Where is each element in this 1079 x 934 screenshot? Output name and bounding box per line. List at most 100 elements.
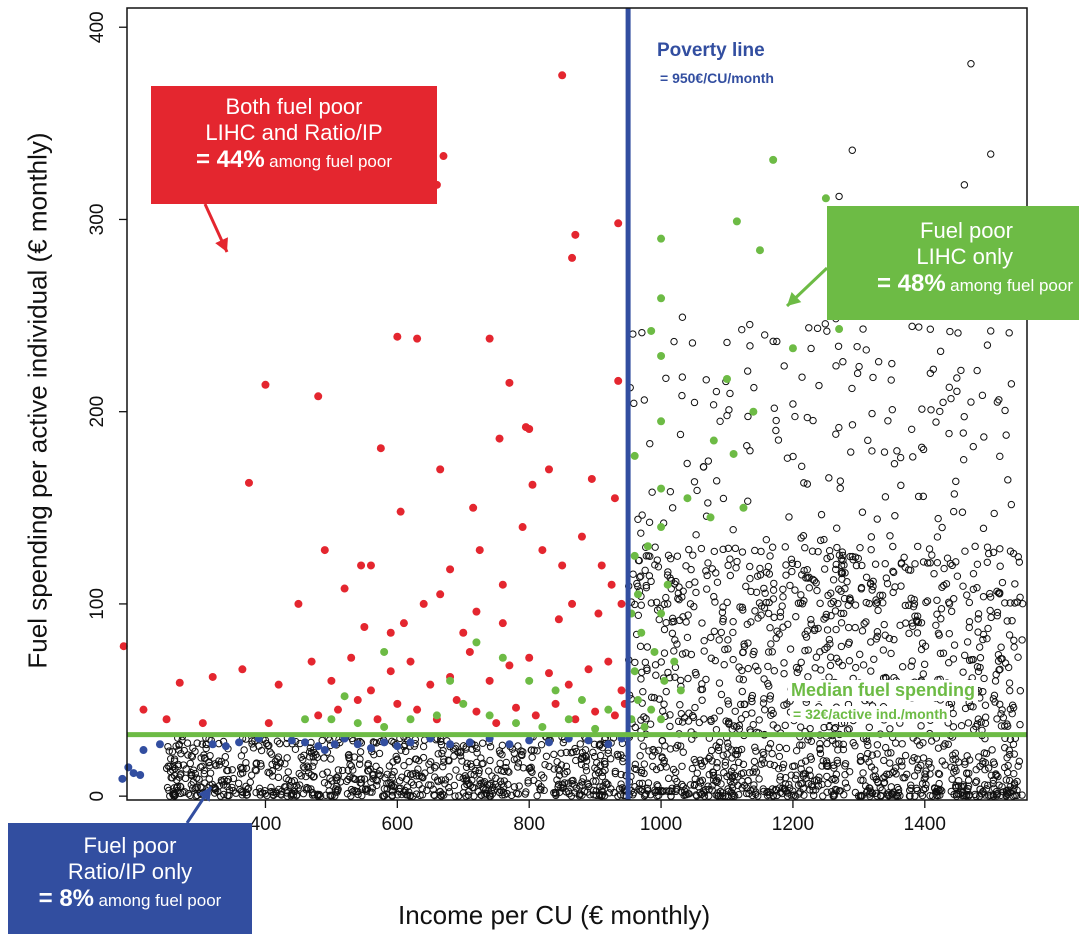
scatter-point-not-fuel-poor [395,777,404,785]
scatter-point-not-fuel-poor [925,760,933,768]
scatter-point-not-fuel-poor [586,791,594,799]
scatter-point-not-fuel-poor [724,544,733,553]
scatter-point-not-fuel-poor [178,736,186,745]
scatter-point-not-fuel-poor [843,578,851,586]
scatter-point-not-fuel-poor [917,645,926,654]
scatter-point-not-fuel-poor [888,791,897,799]
scatter-point-not-fuel-poor [893,447,901,455]
scatter-point-series-0 [307,657,316,666]
scatter-point-not-fuel-poor [514,759,523,767]
scatter-point-not-fuel-poor [907,781,915,789]
scatter-point-series-0 [333,705,342,714]
scatter-point-not-fuel-poor [524,779,532,787]
y-tick-label: 400 [87,11,108,43]
scatter-point-series-0 [597,561,606,570]
scatter-point-series-0 [314,711,323,720]
scatter-point-not-fuel-poor [770,404,779,412]
scatter-point-not-fuel-poor [749,768,757,776]
scatter-point-not-fuel-poor [653,781,661,789]
scatter-point-series-1 [564,715,573,724]
scatter-point-not-fuel-poor [812,776,821,784]
scatter-point-not-fuel-poor [762,568,771,577]
scatter-point-not-fuel-poor [414,765,422,773]
scatter-point-not-fuel-poor [907,425,916,434]
scatter-point-not-fuel-poor [745,768,754,777]
scatter-point-not-fuel-poor [304,784,312,793]
scatter-point-not-fuel-poor [228,766,236,774]
scatter-point-not-fuel-poor [770,667,779,675]
scatter-point-not-fuel-poor [735,721,743,730]
scatter-point-series-0 [419,599,428,608]
scatter-point-not-fuel-poor [932,418,940,426]
scatter-point-not-fuel-poor [836,477,845,485]
scatter-point-series-1 [353,719,362,728]
scatter-point-series-0 [551,699,560,708]
scatter-point-not-fuel-poor [1003,617,1011,625]
scatter-point-not-fuel-poor [940,581,948,590]
scatter-point-not-fuel-poor [162,764,171,773]
scatter-point-not-fuel-poor [295,769,303,778]
scatter-point-not-fuel-poor [848,552,857,561]
scatter-point-not-fuel-poor [703,585,711,593]
scatter-point-not-fuel-poor [793,668,801,677]
scatter-point-not-fuel-poor [517,750,526,759]
scatter-point-series-0 [244,478,253,487]
scatter-point-not-fuel-poor [598,772,607,781]
scatter-point-not-fuel-poor [959,455,968,464]
scatter-point-not-fuel-poor [990,760,999,768]
scatter-point-series-0 [495,434,504,443]
scatter-point-not-fuel-poor [577,755,585,763]
scatter-point-not-fuel-poor [705,792,713,800]
scatter-point-not-fuel-poor [763,788,771,797]
scatter-point-not-fuel-poor [170,757,179,765]
scatter-point-not-fuel-poor [876,591,884,600]
scatter-point-not-fuel-poor [684,717,693,725]
scatter-point-not-fuel-poor [994,589,1003,597]
scatter-point-not-fuel-poor [779,760,788,769]
scatter-point-series-2 [584,736,593,745]
scatter-point-not-fuel-poor [908,622,917,630]
scatter-point-not-fuel-poor [678,762,686,770]
scatter-point-not-fuel-poor [643,666,651,675]
scatter-point-not-fuel-poor [954,329,962,337]
scatter-point-not-fuel-poor [919,445,928,454]
scatter-point-not-fuel-poor [716,787,725,796]
scatter-point-not-fuel-poor [594,769,603,777]
scatter-point-not-fuel-poor [367,778,375,786]
scatter-point-not-fuel-poor [678,780,686,789]
scatter-point-not-fuel-poor [945,600,954,608]
scatter-point-not-fuel-poor [709,771,718,780]
scatter-point-series-1 [657,609,666,618]
scatter-point-not-fuel-poor [798,741,806,749]
scatter-point-not-fuel-poor [983,634,991,643]
scatter-point-not-fuel-poor [217,776,226,785]
scatter-point-not-fuel-poor [826,552,835,561]
scatter-point-not-fuel-poor [998,578,1007,587]
green-box-line2: LIHC only [916,243,1013,269]
scatter-point-not-fuel-poor [601,791,609,800]
scatter-point-not-fuel-poor [729,655,737,664]
scatter-point-not-fuel-poor [782,744,791,753]
scatter-point-not-fuel-poor [274,773,283,782]
scatter-point-not-fuel-poor [976,663,984,672]
scatter-point-not-fuel-poor [990,691,999,700]
scatter-point-not-fuel-poor [823,772,831,781]
scatter-point-not-fuel-poor [660,600,668,609]
scatter-point-not-fuel-poor [835,192,843,201]
scatter-point-not-fuel-poor [244,784,253,792]
scatter-point-not-fuel-poor [641,566,649,575]
poverty-line-sublabel: = 950€/CU/month [660,70,774,86]
scatter-point-not-fuel-poor [1016,687,1025,695]
scatter-point-not-fuel-poor [388,788,397,796]
scatter-point-not-fuel-poor [734,772,742,781]
scatter-point-not-fuel-poor [676,701,684,709]
scatter-point-not-fuel-poor [745,789,753,798]
scatter-point-not-fuel-poor [678,313,687,321]
scatter-point-not-fuel-poor [851,623,859,632]
scatter-point-not-fuel-poor [693,486,701,495]
scatter-point-not-fuel-poor [913,737,921,745]
scatter-point-not-fuel-poor [869,373,877,382]
scatter-point-not-fuel-poor [939,398,947,407]
scatter-point-series-1 [657,351,666,360]
scatter-point-not-fuel-poor [712,387,721,396]
